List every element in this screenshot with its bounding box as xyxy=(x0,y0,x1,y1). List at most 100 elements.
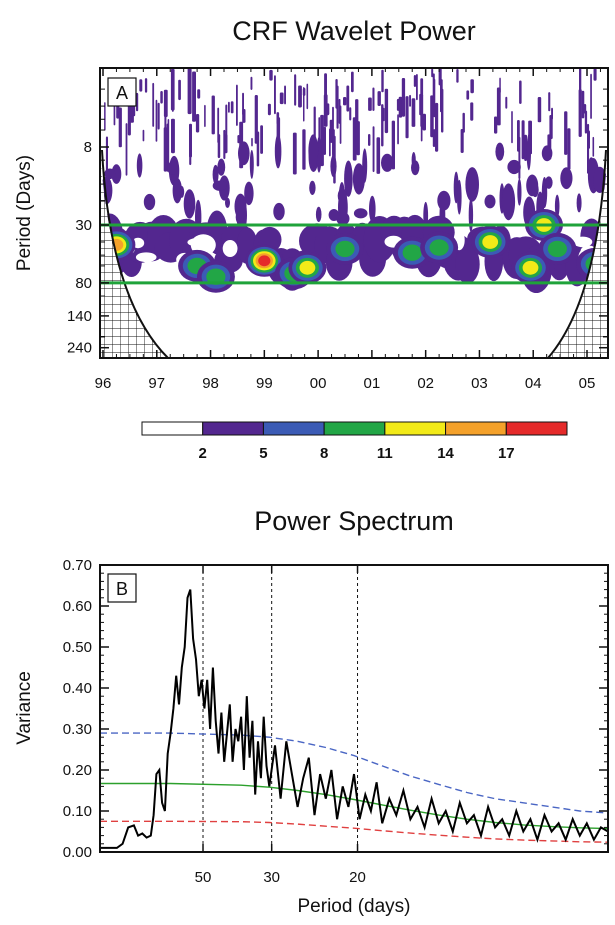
power-streak xyxy=(155,99,158,142)
power-patch xyxy=(526,134,531,171)
power-streak xyxy=(494,116,498,134)
power-streak xyxy=(125,123,128,176)
power-streak xyxy=(195,114,200,133)
y-tick-label: 240 xyxy=(67,340,92,357)
colorbar-swatch xyxy=(262,421,325,436)
power-patch xyxy=(457,179,462,215)
power-streak xyxy=(548,92,551,112)
power-streak xyxy=(524,134,527,161)
spectrum-y-label: Variance xyxy=(14,671,35,745)
power-streak xyxy=(396,98,401,111)
power-streak xyxy=(254,95,258,144)
power-streak xyxy=(470,102,474,121)
power-patch xyxy=(362,148,368,183)
power-streak xyxy=(228,101,230,113)
power-patch xyxy=(104,168,116,180)
power-streak xyxy=(225,104,228,139)
coi-right-curve xyxy=(547,149,607,358)
power-contour xyxy=(522,260,539,275)
colorbar-label: 14 xyxy=(437,445,454,462)
coi-left-curve xyxy=(101,149,169,358)
colorbar-label: 11 xyxy=(377,445,393,462)
power-streak xyxy=(269,69,273,81)
y-tick-label: 140 xyxy=(67,308,92,325)
colorbar-swatch xyxy=(505,421,568,436)
power-streak xyxy=(351,71,354,93)
power-patch xyxy=(274,134,282,169)
y-tick-label: 0.60 xyxy=(63,598,92,615)
power-patch xyxy=(465,167,480,202)
power-patch xyxy=(249,149,254,179)
power-streak xyxy=(372,126,375,173)
spectrum-axes: 0.00 0.10 0.20 0.30 0.40 0.50 0.60 0.70 xyxy=(63,557,608,861)
power-patch xyxy=(437,190,451,211)
wavelet-frame xyxy=(99,67,609,359)
power-patch xyxy=(560,167,573,190)
power-contour xyxy=(547,240,568,258)
power-patch xyxy=(179,186,185,198)
power-streak xyxy=(192,71,196,122)
x-tick-label: 50 xyxy=(195,869,212,886)
power-streak xyxy=(401,78,406,117)
power-patch xyxy=(526,174,539,197)
power-patch xyxy=(352,163,365,195)
power-streak xyxy=(325,106,330,116)
power-streak xyxy=(377,91,381,106)
power-streak xyxy=(332,106,334,156)
y-tick-label: 0.30 xyxy=(63,721,92,738)
x-tick-label: 99 xyxy=(256,375,273,392)
x-tick-label: 01 xyxy=(364,375,381,392)
power-patch xyxy=(136,153,143,178)
power-streak xyxy=(432,129,435,147)
power-patch xyxy=(353,208,368,219)
y-tick-label: 0.50 xyxy=(63,639,92,656)
power-streak xyxy=(303,87,305,122)
power-patch xyxy=(541,145,553,162)
power-streak xyxy=(420,78,424,128)
power-streak xyxy=(237,135,240,144)
power-streak xyxy=(242,109,246,123)
power-patch xyxy=(238,141,250,166)
power-patch xyxy=(273,202,285,221)
x-tick-label: 04 xyxy=(525,375,542,392)
wavelet-power-field xyxy=(100,68,608,293)
power-streak xyxy=(549,115,553,140)
panel-a-label: A xyxy=(116,83,128,103)
coi-right-hatch xyxy=(548,150,608,358)
power-streak xyxy=(105,136,108,173)
power-streak xyxy=(368,134,371,146)
power-contour xyxy=(482,235,499,249)
power-patch xyxy=(315,206,322,222)
power-streak xyxy=(142,129,145,142)
power-band xyxy=(455,244,480,284)
power-streak xyxy=(284,85,286,105)
power-streak xyxy=(372,87,375,111)
panel-b-label: B xyxy=(116,579,128,599)
x-tick-label: 02 xyxy=(417,375,434,392)
power-streak xyxy=(160,91,163,104)
spectrum-series xyxy=(100,589,608,849)
power-streak xyxy=(267,103,271,116)
power-streak xyxy=(537,97,542,123)
power-gap xyxy=(187,237,210,247)
x-tick-label: 20 xyxy=(349,869,366,886)
power-streak xyxy=(329,128,331,157)
y-tick-label: 8 xyxy=(84,139,92,156)
power-patch xyxy=(143,193,156,211)
power-patch xyxy=(308,134,319,168)
power-gap xyxy=(222,240,238,257)
power-contour xyxy=(402,244,422,261)
power-streak xyxy=(376,137,381,174)
colorbar-label: 2 xyxy=(199,445,207,462)
power-streak xyxy=(230,101,234,114)
power-streak xyxy=(567,128,571,170)
spectrum-line xyxy=(100,589,608,849)
power-streak xyxy=(430,95,434,138)
panel-b-box xyxy=(107,573,137,603)
y-tick-label: 0.00 xyxy=(63,844,92,861)
power-patch xyxy=(172,178,182,204)
power-streak xyxy=(405,96,409,139)
power-streak xyxy=(511,111,513,144)
power-contour xyxy=(335,240,355,258)
power-streak xyxy=(441,88,444,133)
